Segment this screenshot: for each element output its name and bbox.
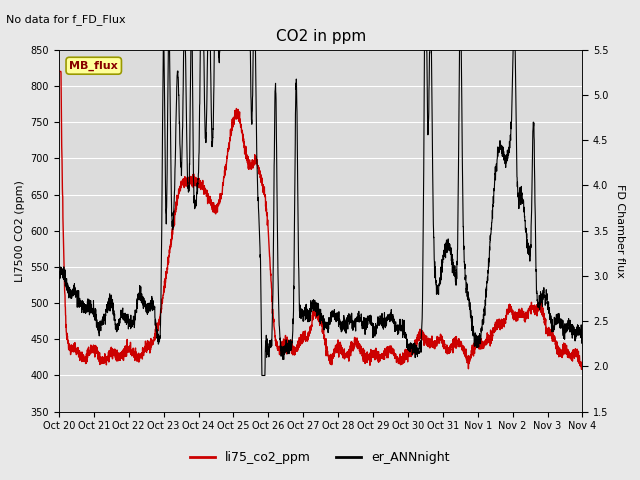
Text: No data for f_FD_Flux: No data for f_FD_Flux <box>6 14 126 25</box>
Title: CO2 in ppm: CO2 in ppm <box>276 29 366 44</box>
Legend: li75_co2_ppm, er_ANNnight: li75_co2_ppm, er_ANNnight <box>186 446 454 469</box>
Y-axis label: FD Chamber flux: FD Chamber flux <box>615 184 625 277</box>
Y-axis label: LI7500 CO2 (ppm): LI7500 CO2 (ppm) <box>15 180 25 282</box>
Text: MB_flux: MB_flux <box>69 60 118 71</box>
